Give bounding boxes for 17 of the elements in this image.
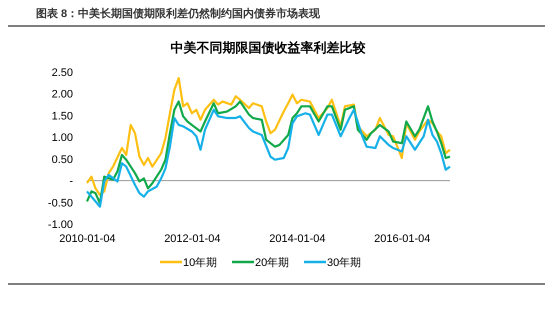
legend-label: 20年期 (255, 257, 290, 269)
y-tick-label: 2.50 (52, 67, 73, 79)
x-tick-label: 2010-01-04 (59, 233, 116, 245)
y-tick-label: 1.50 (52, 110, 73, 122)
x-tick-label: 2014-01-04 (269, 233, 326, 245)
y-tick-label: 1.00 (52, 132, 73, 144)
x-tick-label: 2012-01-04 (164, 233, 220, 245)
x-tick-label: 2016-01-04 (374, 233, 430, 245)
title: 图表 8：中美长期国债期限利差仍然制约国内债券市场表现 (36, 8, 320, 20)
y-tick-label: 2.00 (52, 88, 73, 101)
y-tick-label: -0.50 (48, 197, 73, 210)
legend-label: 30年期 (327, 257, 362, 269)
y-tick-label: 0.50 (52, 154, 73, 166)
y-tick-label: - (69, 176, 74, 188)
y-tick-label: -1.00 (48, 219, 73, 231)
subtitle: 中美不同期限国债收益率利差比较 (170, 40, 366, 55)
legend-label: 10年期 (183, 257, 218, 269)
